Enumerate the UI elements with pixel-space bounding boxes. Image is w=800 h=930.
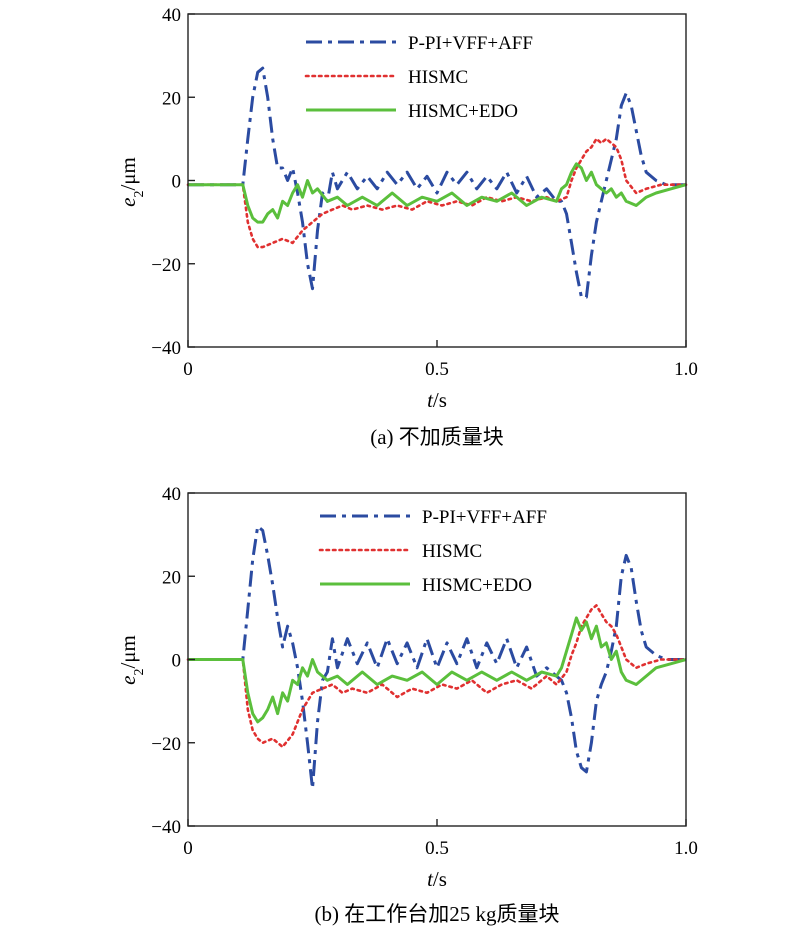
legend-label-2: HISMC xyxy=(408,67,468,88)
series-line-3 xyxy=(188,162,687,224)
y-axis-label-unit: /μm xyxy=(116,635,140,668)
x-axis-label-var: t xyxy=(427,388,434,412)
x-tick-label: 0.5 xyxy=(425,359,449,380)
series-line-3 xyxy=(188,616,687,724)
series-layer xyxy=(186,66,688,299)
y-tick-label: 20 xyxy=(162,88,181,109)
series-line-1 xyxy=(188,66,686,299)
y-tick-label: −20 xyxy=(151,734,181,755)
y-axis-label-sub: 2 xyxy=(132,669,147,676)
series-line-2 xyxy=(186,137,688,249)
x-axis-label-unit: /s xyxy=(433,867,447,891)
y-tick-label: 20 xyxy=(162,567,181,588)
series-line-2 xyxy=(186,604,688,749)
y-tick-label: −40 xyxy=(151,338,181,359)
plot-frame xyxy=(187,13,687,348)
x-tick-label: 0 xyxy=(183,838,193,859)
y-axis-label-var: e xyxy=(116,198,140,207)
y-tick-label: −40 xyxy=(151,817,181,838)
svg-text:e2/μm: e2/μm xyxy=(116,157,147,207)
x-axis-label: t/s xyxy=(427,388,447,412)
y-tick-label: 40 xyxy=(162,484,181,505)
series-line-1 xyxy=(188,524,686,790)
y-tick-label: 40 xyxy=(162,5,181,26)
panel-caption: (b) 在工作台加25 kg质量块 xyxy=(315,902,560,926)
y-tick-label: 0 xyxy=(172,172,182,193)
x-tick-label: 0 xyxy=(183,359,193,380)
x-tick-label: 1.0 xyxy=(674,359,698,380)
legend-label-3: HISMC+EDO xyxy=(422,575,532,596)
legend-label-1: P-PI+VFF+AFF xyxy=(422,507,547,528)
y-axis-label-sub: 2 xyxy=(132,191,147,198)
svg-text:e2/μm: e2/μm xyxy=(116,635,147,685)
y-tick-label: −20 xyxy=(151,255,181,276)
x-axis-label: t/s xyxy=(427,867,447,891)
legend-label-1: P-PI+VFF+AFF xyxy=(408,33,533,54)
y-axis-label-var: e xyxy=(116,676,140,685)
legend: P-PI+VFF+AFF HISMC HISMC+EDO xyxy=(304,33,533,122)
y-axis-label: e2/μm xyxy=(116,157,147,207)
y-axis-label: e2/μm xyxy=(116,635,147,685)
legend: P-PI+VFF+AFF HISMC HISMC+EDO xyxy=(318,507,547,596)
x-axis-label-unit: /s xyxy=(433,388,447,412)
x-axis-label-var: t xyxy=(427,867,434,891)
y-tick-label: 0 xyxy=(172,651,182,672)
legend-label-2: HISMC xyxy=(422,541,482,562)
series-layer xyxy=(186,524,688,790)
x-tick-label: 0.5 xyxy=(425,838,449,859)
y-axis-label-unit: /μm xyxy=(116,157,140,190)
panel-caption: (a) 不加质量块 xyxy=(370,425,504,449)
x-tick-label: 1.0 xyxy=(674,838,698,859)
legend-label-3: HISMC+EDO xyxy=(408,101,518,122)
